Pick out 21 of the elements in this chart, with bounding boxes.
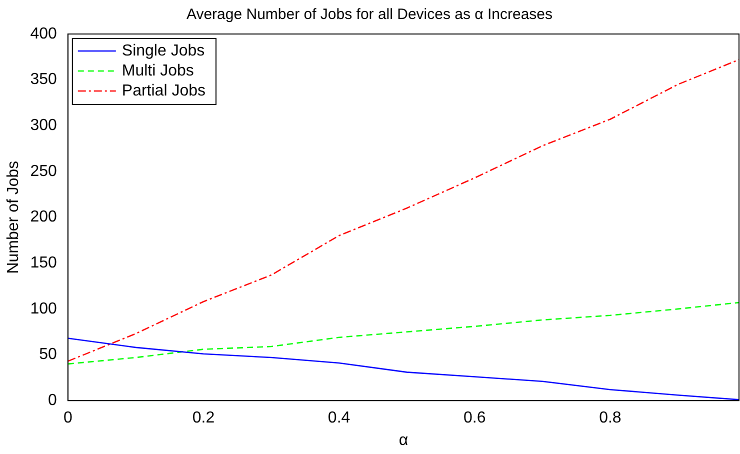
x-tick-label: 0.2 bbox=[192, 410, 215, 427]
x-tick-label: 0.4 bbox=[328, 410, 350, 427]
y-tick-label: 250 bbox=[30, 162, 57, 180]
legend-label: Single Jobs bbox=[122, 42, 205, 60]
line-series bbox=[68, 302, 739, 365]
y-tick-label: 100 bbox=[30, 300, 57, 318]
y-tick-label: 150 bbox=[30, 254, 57, 272]
legend-label: Partial Jobs bbox=[122, 82, 206, 100]
y-tick-label: 400 bbox=[30, 25, 57, 42]
x-tick-label: 0 bbox=[63, 410, 72, 427]
y-tick-label: 50 bbox=[39, 346, 57, 364]
x-tick-label: 0.6 bbox=[464, 410, 486, 427]
x-tick-label: 0.8 bbox=[599, 410, 622, 427]
legend-label: Multi Jobs bbox=[122, 62, 194, 80]
y-tick-label: 200 bbox=[30, 208, 57, 226]
y-tick-label: 0 bbox=[48, 392, 57, 410]
y-tick-label: 300 bbox=[30, 117, 57, 134]
x-axis-title: α bbox=[398, 432, 408, 449]
chart-title: Average Number of Jobs for all Devices as α Increases bbox=[186, 6, 553, 24]
y-tick-label: 350 bbox=[30, 71, 57, 88]
y-axis-title: Number of Jobs bbox=[5, 160, 22, 274]
